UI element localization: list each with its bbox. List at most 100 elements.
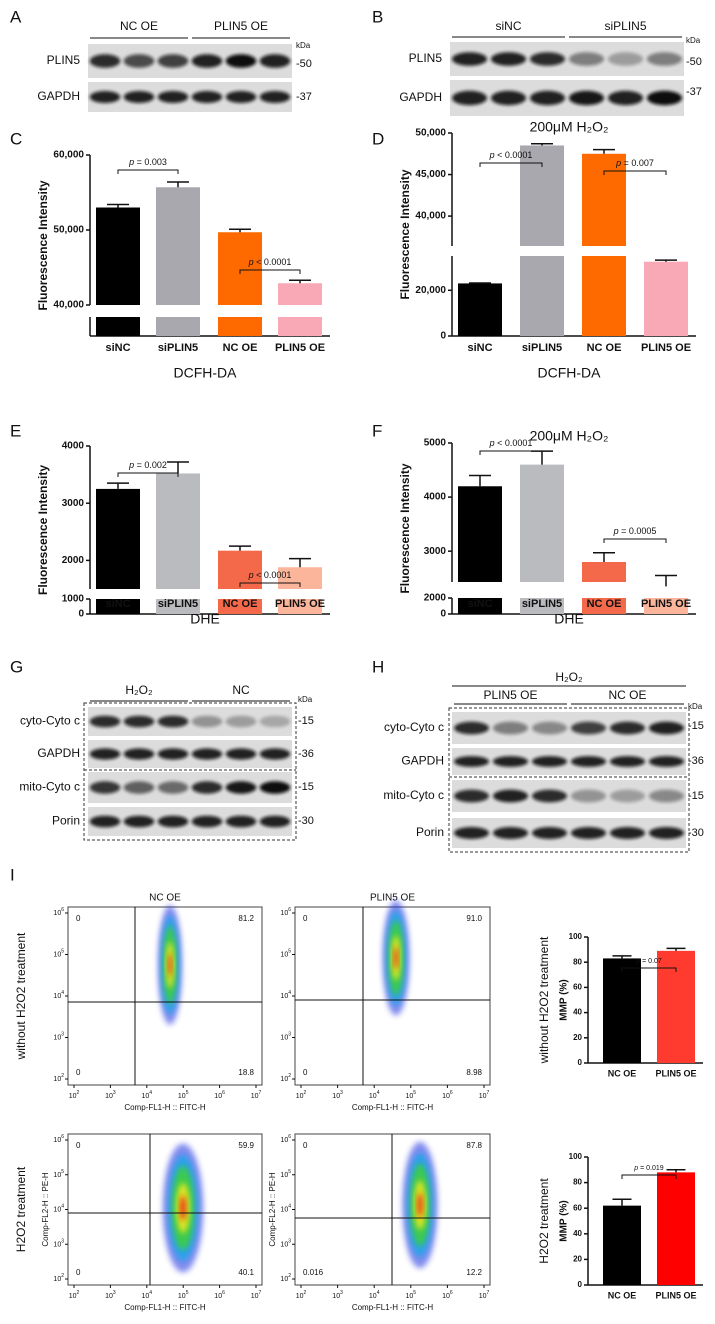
tick-base: 10 xyxy=(53,1076,61,1083)
x-tick-label: 104 xyxy=(142,1090,153,1100)
x-axis-title: Comp-FL1-H :: FITC-H xyxy=(352,1103,434,1112)
tick-exponent: 6 xyxy=(288,1134,291,1140)
row-label: Porin xyxy=(416,825,444,839)
y-tick-label: 105 xyxy=(280,1169,291,1179)
tick-base: 10 xyxy=(479,1093,487,1100)
tick-exponent: 4 xyxy=(288,1204,291,1210)
tick-base: 10 xyxy=(280,1206,288,1213)
blot-band xyxy=(454,756,489,767)
y-tick-label: 1000 xyxy=(62,594,85,605)
category-label: siPLIN5 xyxy=(158,598,198,610)
error-bar xyxy=(289,559,311,568)
p-value: p = 0.019 xyxy=(633,1165,664,1172)
p-value: p = 0.007 xyxy=(615,158,654,168)
quadrant-value: 59.9 xyxy=(238,1141,254,1150)
blot-band xyxy=(649,827,684,839)
group-label: siPLIN5 xyxy=(604,19,646,33)
tick-exponent: 4 xyxy=(377,1090,380,1096)
p-value: p = 0.003 xyxy=(128,157,167,167)
p-rest: < 0.0001 xyxy=(254,257,292,267)
blot-band xyxy=(649,790,684,803)
kda-marker: -50 xyxy=(296,58,312,70)
x-tick-label: 105 xyxy=(406,1090,417,1100)
blot-band xyxy=(569,52,604,66)
error-bar xyxy=(655,260,677,262)
x-axis-title: DCFH-DA xyxy=(538,365,602,381)
blot-band xyxy=(530,91,565,105)
tick-base: 10 xyxy=(280,1276,288,1283)
x-tick-label: 107 xyxy=(251,1290,262,1300)
y-tick-label: 0 xyxy=(78,609,84,620)
x-tick-label: 102 xyxy=(69,1290,80,1300)
blot-band xyxy=(452,52,487,66)
x-tick-label: 104 xyxy=(369,1290,380,1300)
x-tick-label: 104 xyxy=(369,1090,380,1100)
blot-band xyxy=(260,54,291,68)
y-tick-label: 106 xyxy=(53,1134,64,1144)
tick-base: 10 xyxy=(369,1093,377,1100)
p-value: p < 0.0001 xyxy=(248,257,292,267)
tick-base: 10 xyxy=(479,1293,487,1300)
blot-band xyxy=(192,816,223,828)
y-tick-label: 2000 xyxy=(62,555,85,566)
tick-base: 10 xyxy=(280,1241,288,1248)
category-label: siPLIN5 xyxy=(158,342,198,354)
tick-exponent: 5 xyxy=(413,1090,416,1096)
tick-exponent: 7 xyxy=(487,1090,490,1096)
bar xyxy=(520,256,564,336)
quadrant-value: 0 xyxy=(303,914,308,923)
group-label: H₂O₂ xyxy=(125,683,153,697)
tick-exponent: 2 xyxy=(304,1290,307,1296)
tick-exponent: 7 xyxy=(259,1290,262,1296)
category-label: NC OE xyxy=(223,598,258,610)
y-tick-label: 20,000 xyxy=(415,285,446,296)
y-tick-label: 60 xyxy=(573,983,582,992)
tick-exponent: 6 xyxy=(288,907,291,913)
density-region xyxy=(394,947,398,969)
error-bar xyxy=(593,150,615,154)
tick-base: 10 xyxy=(251,1093,259,1100)
quadrant-value: 81.2 xyxy=(238,914,254,923)
tick-base: 10 xyxy=(53,1137,61,1144)
blot-band xyxy=(260,716,291,728)
y-axis-title: Fluorescence Intensity xyxy=(36,465,50,595)
blot-band xyxy=(192,716,223,728)
x-tick-label: 105 xyxy=(178,1290,189,1300)
blot-band xyxy=(90,816,121,828)
y-axis-title: MMP (%) xyxy=(559,979,570,1020)
blot-band xyxy=(260,816,291,828)
error-bar xyxy=(613,956,632,959)
y-tick-label: 103 xyxy=(53,1032,64,1042)
blot-band xyxy=(124,781,155,793)
tick-exponent: 3 xyxy=(340,1090,343,1096)
tick-exponent: 2 xyxy=(77,1290,80,1296)
blot-band xyxy=(491,52,526,66)
blot-band xyxy=(90,54,121,68)
y-tick-label: 40 xyxy=(573,1008,582,1017)
x-tick-label: 102 xyxy=(296,1290,307,1300)
row-label: GAPDH xyxy=(37,89,80,103)
tick-base: 10 xyxy=(296,1293,304,1300)
category-label: NC OE xyxy=(223,342,258,354)
tick-exponent: 6 xyxy=(61,907,64,913)
y-tick-label: 104 xyxy=(53,1204,64,1214)
blot-band xyxy=(226,748,257,759)
kda-marker: -15 xyxy=(298,781,314,793)
row-label: without H2O2 treatment xyxy=(14,932,28,1060)
tick-exponent: 4 xyxy=(288,990,291,996)
tick-exponent: 6 xyxy=(450,1290,453,1296)
p-rest: < 0.0001 xyxy=(495,150,533,160)
bar xyxy=(218,232,262,305)
error-bar xyxy=(229,229,251,232)
error-bar xyxy=(167,182,189,187)
tick-base: 10 xyxy=(369,1293,377,1300)
x-tick-label: 102 xyxy=(69,1090,80,1100)
tick-exponent: 3 xyxy=(288,1239,291,1245)
blot-band xyxy=(124,91,155,103)
row-label: GAPDH xyxy=(37,746,80,760)
column-title: PLIN5 OE xyxy=(370,893,415,904)
tick-exponent: 6 xyxy=(222,1090,225,1096)
error-bar xyxy=(469,475,491,486)
category-label: NC OE xyxy=(587,598,622,610)
